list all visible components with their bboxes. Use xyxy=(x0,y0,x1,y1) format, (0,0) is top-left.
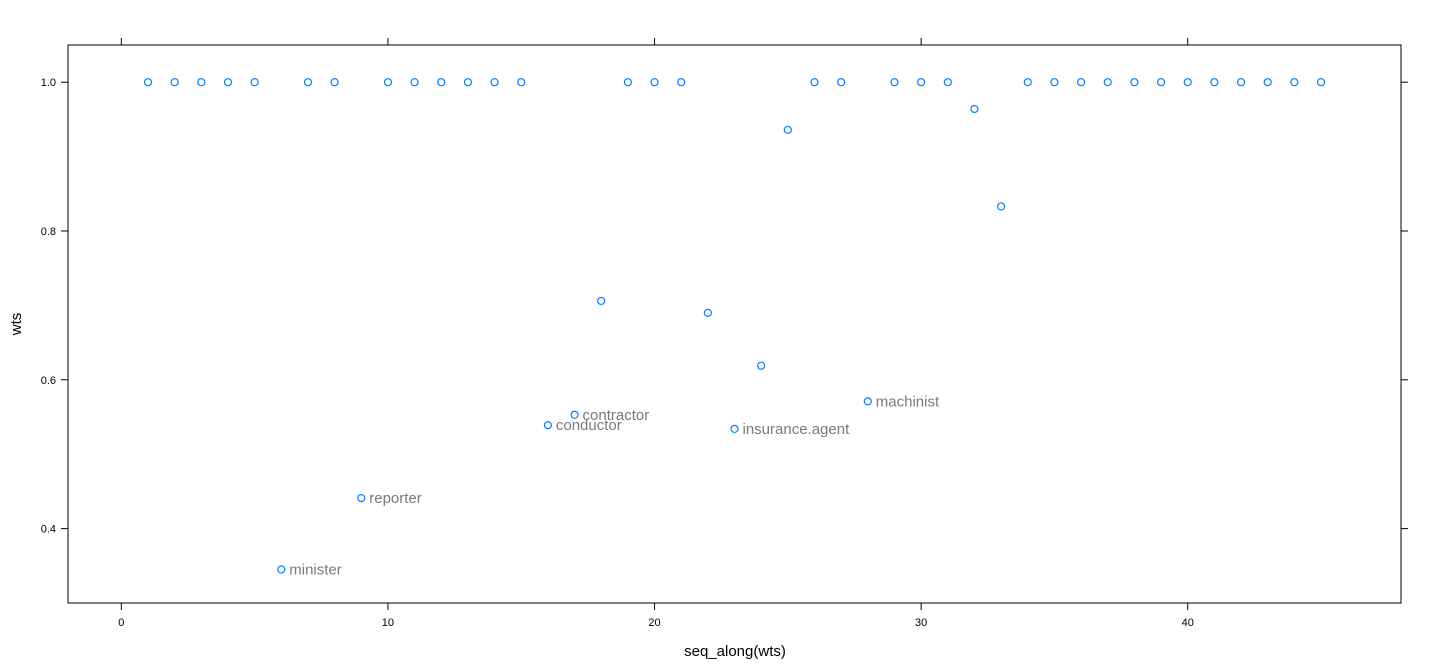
data-point xyxy=(1076,78,1086,87)
data-point xyxy=(1183,78,1192,87)
data-point xyxy=(1290,78,1299,87)
data-point xyxy=(597,296,606,306)
data-point xyxy=(330,78,339,87)
data-point xyxy=(1316,78,1326,87)
point-label: machinist xyxy=(876,393,940,410)
data-point xyxy=(463,78,472,87)
x-axis-ticks: 0 10 20 30 40 xyxy=(118,38,1194,629)
x-tick-label: 10 xyxy=(382,617,394,629)
x-tick-label: 30 xyxy=(915,617,927,629)
data-point xyxy=(970,104,979,114)
data-point xyxy=(1156,78,1166,87)
data-point xyxy=(1263,78,1272,87)
x-axis-title: seq_along(wts) xyxy=(684,643,786,660)
data-point xyxy=(623,78,632,87)
data-point xyxy=(490,78,499,87)
y-tick-label: 1.0 xyxy=(41,77,56,89)
data-point xyxy=(357,493,366,503)
point-label: insurance.agent xyxy=(743,421,851,438)
data-point xyxy=(677,78,686,87)
data-point xyxy=(996,202,1006,211)
data-point xyxy=(303,78,313,87)
x-tick-label: 0 xyxy=(118,617,124,629)
data-point xyxy=(1103,78,1112,87)
x-tick-label: 20 xyxy=(648,617,660,629)
data-point xyxy=(837,78,846,87)
point-label: contractor xyxy=(583,407,650,424)
data-point xyxy=(757,361,766,370)
x-tick-label: 40 xyxy=(1182,617,1194,629)
data-point xyxy=(1023,78,1032,87)
data-point xyxy=(703,308,712,317)
data-point xyxy=(570,410,579,419)
data-point xyxy=(863,397,872,406)
data-point xyxy=(543,421,552,430)
data-point xyxy=(943,78,952,87)
y-tick-label: 0.6 xyxy=(41,375,56,387)
y-tick-label: 0.4 xyxy=(41,524,56,536)
y-tick-label: 0.8 xyxy=(41,226,56,238)
data-point xyxy=(810,78,819,87)
data-point xyxy=(277,565,286,574)
point-label: conductor xyxy=(556,417,622,434)
data-point xyxy=(410,78,419,87)
y-axis-title: wts xyxy=(8,313,25,337)
data-point xyxy=(1236,78,1246,87)
data-point xyxy=(383,78,393,87)
data-point xyxy=(730,424,739,434)
data-point xyxy=(437,78,446,87)
data-point xyxy=(223,78,233,87)
data-point xyxy=(517,78,526,87)
data-points xyxy=(143,78,1326,574)
y-axis-ticks: 0.4 0.6 0.8 1.0 xyxy=(41,77,1408,536)
data-point xyxy=(1130,78,1139,87)
data-point xyxy=(890,78,899,87)
data-point xyxy=(1210,78,1219,87)
data-point xyxy=(1050,78,1059,87)
point-label: minister xyxy=(289,562,342,579)
data-point xyxy=(250,78,259,87)
data-point xyxy=(170,78,179,87)
data-point xyxy=(197,78,206,87)
data-point xyxy=(783,125,792,134)
data-point xyxy=(650,78,659,87)
data-point xyxy=(917,78,926,87)
point-label: reporter xyxy=(369,490,422,507)
plot-frame xyxy=(67,44,1402,604)
data-point xyxy=(143,78,153,87)
